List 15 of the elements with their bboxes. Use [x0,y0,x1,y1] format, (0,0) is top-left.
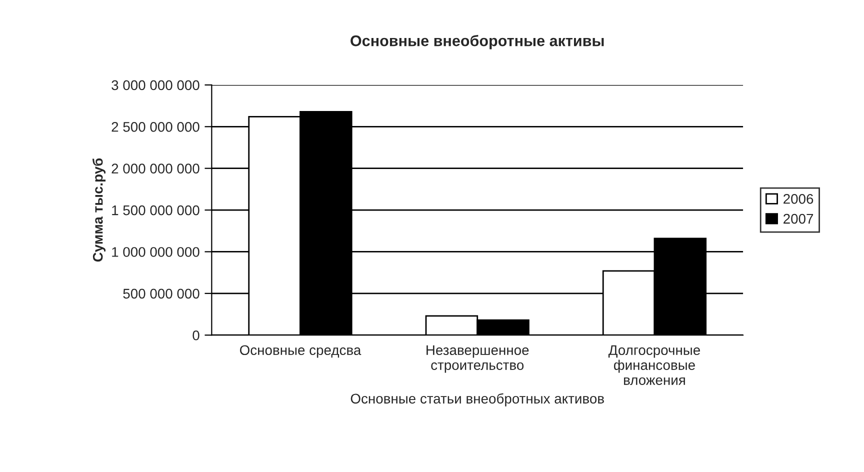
y-tick-label: 2 000 000 000 [112,164,200,174]
y-tick-label: 1 000 000 000 [112,247,200,257]
x-tick-label: Долгосрочные финансовые вложения [608,345,700,385]
x-tick-label: Основные средсва [240,345,362,358]
legend-label: 2006 [784,194,814,204]
y-tick-label: 500 000 000 [123,288,200,299]
y-tick-label: 3 000 000 000 [112,80,200,90]
y-tick-label: 0 [192,330,200,340]
y-axis-title: Сумма тыс.руб [92,158,106,262]
chart-title: Основные внеоборотные активы [350,34,604,50]
y-tick-label: 2 500 000 000 [112,122,200,132]
legend-label: 2007 [784,214,814,224]
y-tick-label: 1 500 000 000 [112,205,200,216]
x-tick-label: Незавершенное строительство [426,345,529,373]
x-axis-title: Основные статьи внеобротных активов [350,393,604,406]
